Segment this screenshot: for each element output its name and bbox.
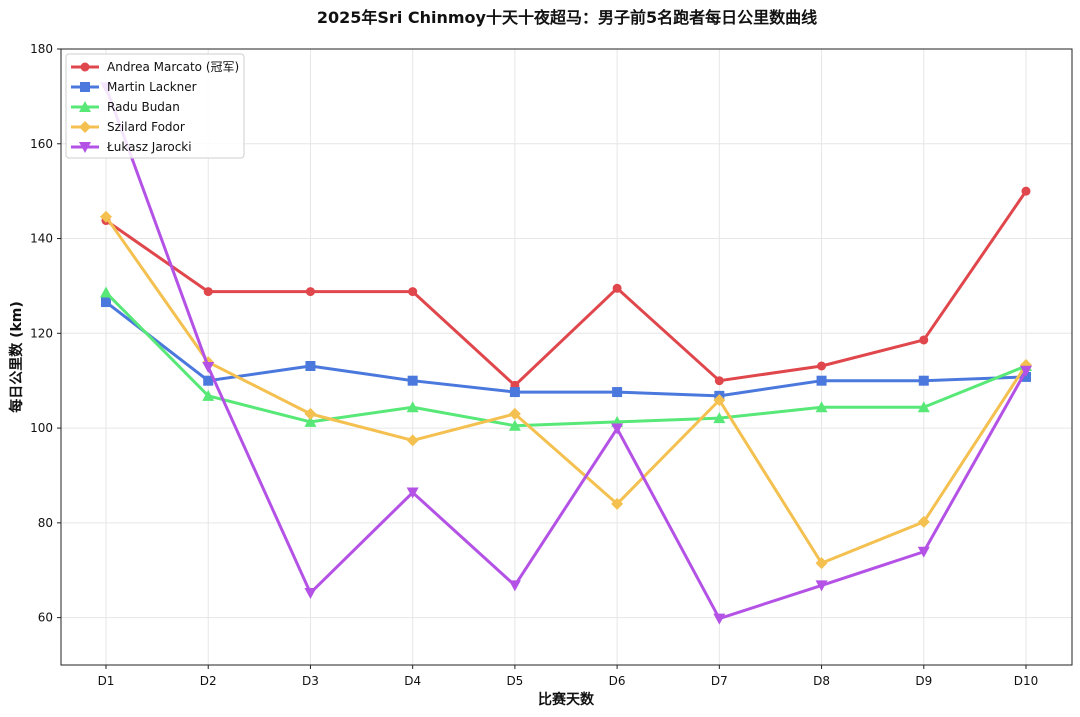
legend-item: Martin Lackner — [71, 80, 197, 94]
data-point — [406, 401, 419, 413]
data-point — [816, 375, 827, 386]
x-tick-label: D3 — [302, 674, 319, 688]
data-point — [612, 387, 623, 398]
series-group — [100, 82, 1032, 625]
y-tick-label: 60 — [38, 611, 53, 625]
data-point — [815, 580, 828, 592]
x-tick-label: D7 — [711, 674, 728, 688]
legend-label: Radu Budan — [107, 100, 180, 114]
legend-swatch-marker — [79, 142, 91, 153]
legend-item: Łukasz Jarocki — [71, 140, 192, 154]
legend-swatch-marker — [80, 82, 90, 92]
series-1 — [101, 186, 1031, 390]
data-point — [611, 423, 624, 435]
y-tick-label: 100 — [30, 421, 53, 435]
legend-item: Andrea Marcato (冠军) — [71, 60, 239, 74]
y-tick-label: 160 — [30, 137, 53, 151]
data-point — [917, 515, 930, 528]
data-point — [100, 286, 112, 298]
chart-title: 2025年Sri Chinmoy十天十夜超马：男子前5名跑者每日公里数曲线 — [317, 8, 817, 27]
plot-frame — [60, 48, 1073, 666]
x-axis-label: 比赛天数 — [538, 691, 595, 708]
data-point — [304, 407, 317, 420]
x-tick-label: D6 — [609, 674, 626, 688]
series-4 — [100, 210, 1032, 570]
data-point — [508, 419, 521, 431]
data-point — [202, 361, 215, 373]
data-point — [713, 394, 726, 407]
data-point — [203, 287, 213, 297]
legend-item: Szilard Fodor — [71, 120, 185, 134]
data-point — [406, 487, 419, 499]
data-point — [408, 287, 418, 297]
data-point — [815, 557, 828, 570]
data-point — [1020, 365, 1032, 377]
data-point — [407, 375, 418, 386]
x-tick-label: D1 — [98, 674, 115, 688]
legend-label: Andrea Marcato (冠军) — [107, 60, 239, 74]
data-point — [713, 613, 726, 625]
series-line — [105, 190, 1028, 387]
legend-swatch-marker — [79, 121, 91, 133]
data-point — [611, 497, 624, 510]
x-tick-label: D8 — [813, 674, 830, 688]
series-2 — [101, 297, 1031, 401]
x-tick-label: D10 — [1014, 674, 1039, 688]
legend-label: Szilard Fodor — [107, 120, 185, 134]
y-tick-label: 120 — [30, 326, 53, 340]
data-point — [917, 546, 930, 558]
data-point — [917, 401, 930, 413]
x-tick-label: D5 — [506, 674, 523, 688]
data-point — [202, 389, 215, 401]
series-line — [104, 215, 1028, 565]
legend-label: Łukasz Jarocki — [106, 140, 192, 154]
legend-label: Martin Lackner — [107, 80, 197, 94]
legend-swatch-marker — [79, 101, 91, 112]
data-point — [203, 375, 214, 386]
x-tick-label: D4 — [404, 674, 421, 688]
data-point — [509, 387, 520, 398]
legend: Andrea Marcato (冠军) Martin Lackner Radu Bu… — [65, 53, 245, 159]
y-tick-label: 80 — [38, 516, 53, 530]
data-point — [1021, 186, 1031, 196]
data-point — [305, 287, 315, 297]
data-point — [918, 375, 929, 386]
x-tick-label: D9 — [915, 674, 932, 688]
data-point — [817, 361, 827, 371]
data-point — [406, 434, 419, 447]
y-tick-label: 180 — [30, 42, 53, 56]
data-point — [815, 401, 828, 413]
data-point — [101, 297, 111, 308]
y-axis-ticks: 60 80 100 120 140 160 180 — [30, 42, 61, 625]
data-point — [100, 210, 112, 223]
data-point — [713, 412, 726, 424]
series-line — [105, 300, 1027, 398]
x-tick-label: D2 — [200, 674, 217, 688]
legend-item: Radu Budan — [71, 100, 180, 114]
data-point — [508, 407, 521, 420]
data-point — [305, 361, 316, 372]
series-line — [104, 86, 1028, 621]
y-axis-label: 每日公里数 (km) — [8, 301, 25, 413]
data-point — [919, 335, 929, 345]
legend-swatch-marker — [80, 62, 90, 72]
series-3 — [100, 286, 1032, 431]
y-tick-label: 140 — [30, 232, 53, 246]
data-point — [714, 376, 724, 386]
data-point — [304, 587, 317, 599]
data-point — [612, 283, 622, 293]
data-point — [304, 415, 317, 427]
series-5 — [100, 82, 1032, 625]
legend-box — [65, 53, 245, 159]
x-axis-ticks: D1 D2 D3 D4 D5 D6 D7 D8 D9 D10 — [98, 665, 1039, 688]
series-line — [104, 291, 1027, 428]
data-point — [508, 580, 521, 592]
